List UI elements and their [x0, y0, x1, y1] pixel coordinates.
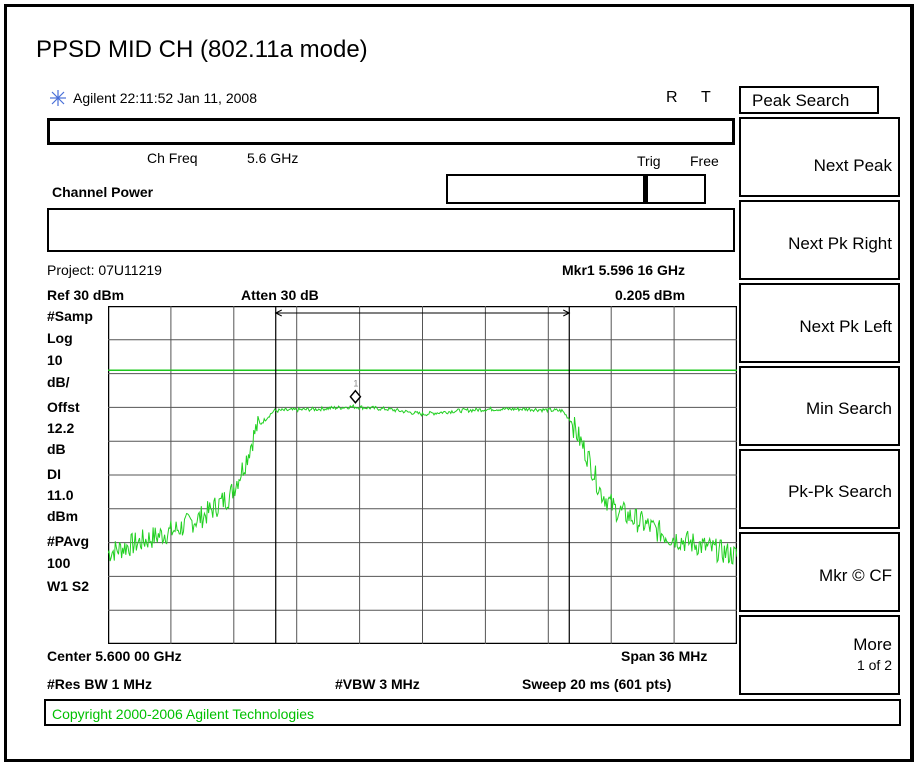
brand-label: Agilent	[73, 90, 116, 106]
channel-power-label: Channel Power	[52, 184, 154, 200]
pavg-value: 100	[47, 555, 71, 571]
spectrum-trace	[108, 404, 737, 565]
span-label: Span 36 MHz	[621, 648, 708, 664]
copyright-bar: Copyright 2000-2006 Agilent Technologies	[44, 699, 901, 726]
center-freq: Center 5.600 00 GHz	[47, 648, 182, 664]
copyright-text: Copyright 2000-2006 Agilent Technologies	[52, 706, 315, 722]
marker-readout: Mkr1 5.596 16 GHz	[562, 262, 685, 278]
ch-freq-value: 5.6 GHz	[247, 150, 299, 166]
arrow-left-icon	[274, 309, 282, 317]
ch-freq-label: Ch Freq	[147, 150, 198, 166]
r-indicator: R	[666, 89, 678, 106]
analyzer-frame	[4, 4, 914, 762]
spectrum-plot: 1	[108, 306, 737, 644]
softkey-menu-title: Peak Search	[739, 86, 879, 114]
t-indicator: T	[701, 89, 711, 106]
plot-grid	[108, 306, 737, 644]
offset-label: Offst	[47, 399, 80, 415]
more-button[interactable]: More 1 of 2	[739, 615, 900, 695]
trace-label: W1 S2	[47, 578, 90, 594]
vbw-label: #VBW 3 MHz	[335, 676, 420, 692]
res-bw-label: #Res BW 1 MHz	[47, 676, 153, 692]
marker-diamond-icon	[349, 389, 362, 404]
sweep-label: Sweep 20 ms (601 pts)	[522, 676, 672, 692]
pk-pk-search-button[interactable]: Pk-Pk Search	[739, 449, 900, 529]
agilent-logo-icon	[48, 89, 68, 110]
min-search-button[interactable]: Min Search	[739, 366, 900, 446]
trig-value: Free	[690, 153, 719, 169]
offset-unit: dB	[47, 441, 66, 457]
marker-value: 0.205 dBm	[615, 287, 686, 303]
scale-value: 10	[47, 352, 63, 368]
display-line-value: 11.0	[47, 487, 74, 503]
display-line-unit: dBm	[47, 508, 79, 524]
samp-label: #Samp	[47, 308, 93, 324]
next-pk-right-button[interactable]: Next Pk Right	[739, 200, 900, 280]
offset-value: 12.2	[47, 420, 75, 436]
page-title: PPSD MID CH (802.11a mode)	[36, 36, 368, 63]
mkr-to-cf-button[interactable]: Mkr © CF	[739, 532, 900, 612]
next-peak-button[interactable]: Next Peak	[739, 117, 900, 197]
display-line-label: DI	[47, 466, 61, 482]
atten-label: Atten 30 dB	[241, 287, 319, 303]
arrow-right-icon	[563, 309, 571, 317]
result-box	[47, 208, 735, 252]
message-bar	[47, 118, 735, 145]
next-pk-left-button[interactable]: Next Pk Left	[739, 283, 900, 363]
pavg-label: #PAvg	[47, 533, 90, 549]
date-label: Jan 11, 2008	[177, 90, 257, 106]
project-label: Project: 07U11219	[47, 262, 162, 278]
log-label: Log	[47, 330, 73, 346]
trig-label: Trig	[637, 153, 661, 169]
ref-level: Ref 30 dBm	[47, 287, 125, 303]
time-label: 22:11:52	[119, 90, 174, 106]
marker-number: 1	[353, 379, 358, 389]
channel-power-bar	[446, 174, 645, 204]
trig-free-box	[644, 174, 706, 204]
scale-unit: dB/	[47, 374, 70, 390]
